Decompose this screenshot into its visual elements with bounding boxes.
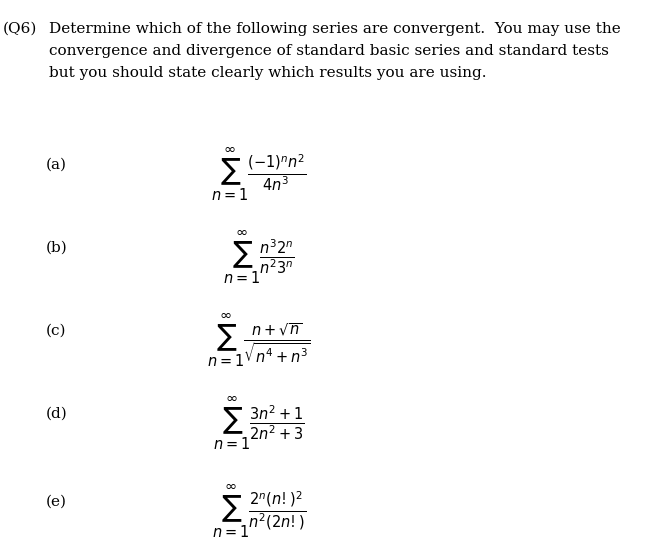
Text: but you should state clearly which results you are using.: but you should state clearly which resul…: [49, 66, 486, 80]
Text: $\sum_{n=1}^{\infty} \frac{2^n (n!)^2}{n^2 (2n!)}$: $\sum_{n=1}^{\infty} \frac{2^n (n!)^2}{n…: [212, 483, 306, 540]
Text: $\sum_{n=1}^{\infty} \frac{3n^2 + 1}{2n^2 + 3}$: $\sum_{n=1}^{\infty} \frac{3n^2 + 1}{2n^…: [213, 394, 305, 452]
Text: Determine which of the following series are convergent.  You may use the: Determine which of the following series …: [49, 22, 620, 36]
Text: (Q6): (Q6): [3, 22, 38, 36]
Text: $\sum_{n=1}^{\infty} \frac{(-1)^n n^2}{4n^3}$: $\sum_{n=1}^{\infty} \frac{(-1)^n n^2}{4…: [211, 145, 307, 203]
Text: (e): (e): [45, 495, 66, 509]
Text: $\sum_{n=1}^{\infty} \frac{n^3 2^n}{n^2 3^n}$: $\sum_{n=1}^{\infty} \frac{n^3 2^n}{n^2 …: [223, 228, 294, 286]
Text: (a): (a): [45, 158, 66, 171]
Text: convergence and divergence of standard basic series and standard tests: convergence and divergence of standard b…: [49, 44, 608, 58]
Text: (b): (b): [45, 241, 67, 254]
Text: $\sum_{n=1}^{\infty} \frac{n + \sqrt{n}}{\sqrt{n^4 + n^3}}$: $\sum_{n=1}^{\infty} \frac{n + \sqrt{n}}…: [207, 311, 311, 369]
Text: (c): (c): [45, 324, 66, 337]
Text: (d): (d): [45, 406, 67, 420]
